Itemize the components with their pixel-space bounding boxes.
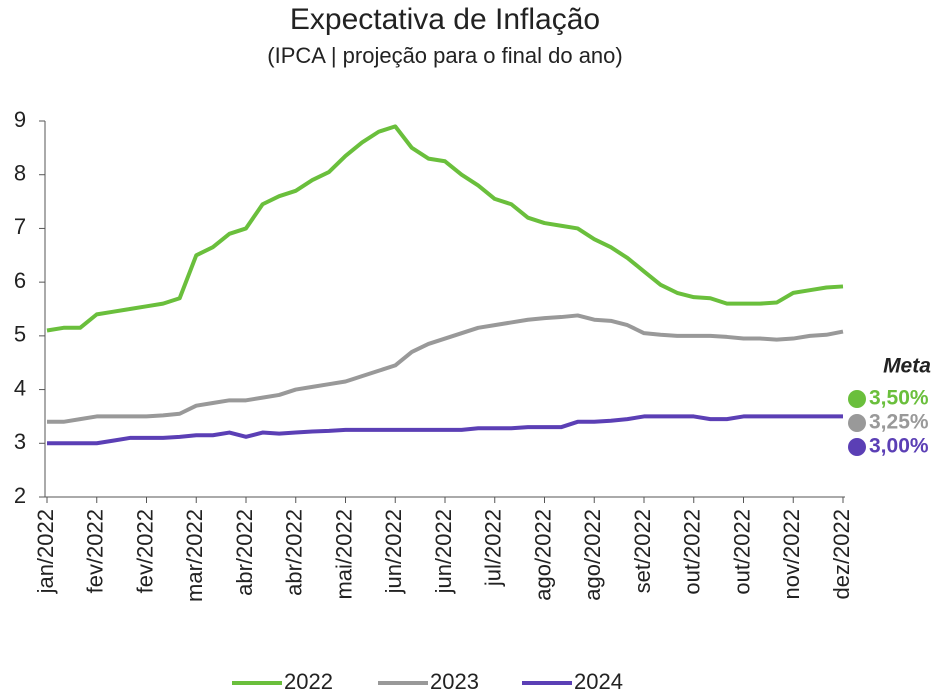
- x-tick-label: set/2022: [630, 509, 655, 593]
- x-tick-label: jan/2022: [33, 509, 58, 594]
- x-tick-label: abr/2022: [282, 509, 307, 596]
- meta-dot: [848, 438, 866, 456]
- chart-title: Expectativa de Inflação: [290, 3, 600, 36]
- series-line: [46, 124, 844, 333]
- y-tick-label: 5: [14, 322, 26, 347]
- x-tick-label: mai/2022: [331, 509, 356, 600]
- meta-dot: [848, 390, 866, 408]
- legend-label: 2022: [284, 669, 333, 694]
- meta-title: Meta: [883, 355, 931, 378]
- x-tick-label: dez/2022: [829, 509, 854, 600]
- meta-label: 3,00%: [869, 435, 929, 458]
- series-line: [47, 414, 843, 446]
- legend-label: 2024: [574, 669, 623, 694]
- x-tick-label: ago/2022: [530, 509, 555, 601]
- x-tick-label: jun/2022: [431, 509, 456, 594]
- x-tick-label: out/2022: [680, 509, 705, 595]
- y-tick-label: 6: [14, 268, 26, 293]
- y-tick-label: 2: [14, 483, 26, 508]
- legend-label: 2023: [430, 669, 479, 694]
- chart-subtitle: (IPCA | projeção para o final do ano): [267, 43, 622, 68]
- meta-label: 3,25%: [869, 411, 929, 434]
- y-tick-label: 4: [14, 375, 26, 400]
- series-line: [47, 313, 844, 424]
- x-tick-label: fev/2022: [83, 509, 108, 593]
- x-tick-label: nov/2022: [779, 509, 804, 600]
- y-tick-label: 8: [14, 161, 26, 186]
- x-tick-label: jul/2022: [481, 509, 506, 587]
- x-tick-label: mar/2022: [182, 509, 207, 602]
- y-tick-label: 9: [14, 107, 26, 132]
- y-tick-label: 3: [14, 429, 26, 454]
- y-tick-label: 7: [14, 214, 26, 239]
- x-tick-label: abr/2022: [232, 509, 257, 596]
- x-tick-label: jun/2022: [381, 509, 406, 594]
- x-tick-label: ago/2022: [580, 509, 605, 601]
- meta-label: 3,50%: [869, 387, 929, 410]
- meta-dot: [848, 414, 866, 432]
- x-tick-label: fev/2022: [132, 509, 157, 593]
- x-tick-label: out/2022: [729, 509, 754, 595]
